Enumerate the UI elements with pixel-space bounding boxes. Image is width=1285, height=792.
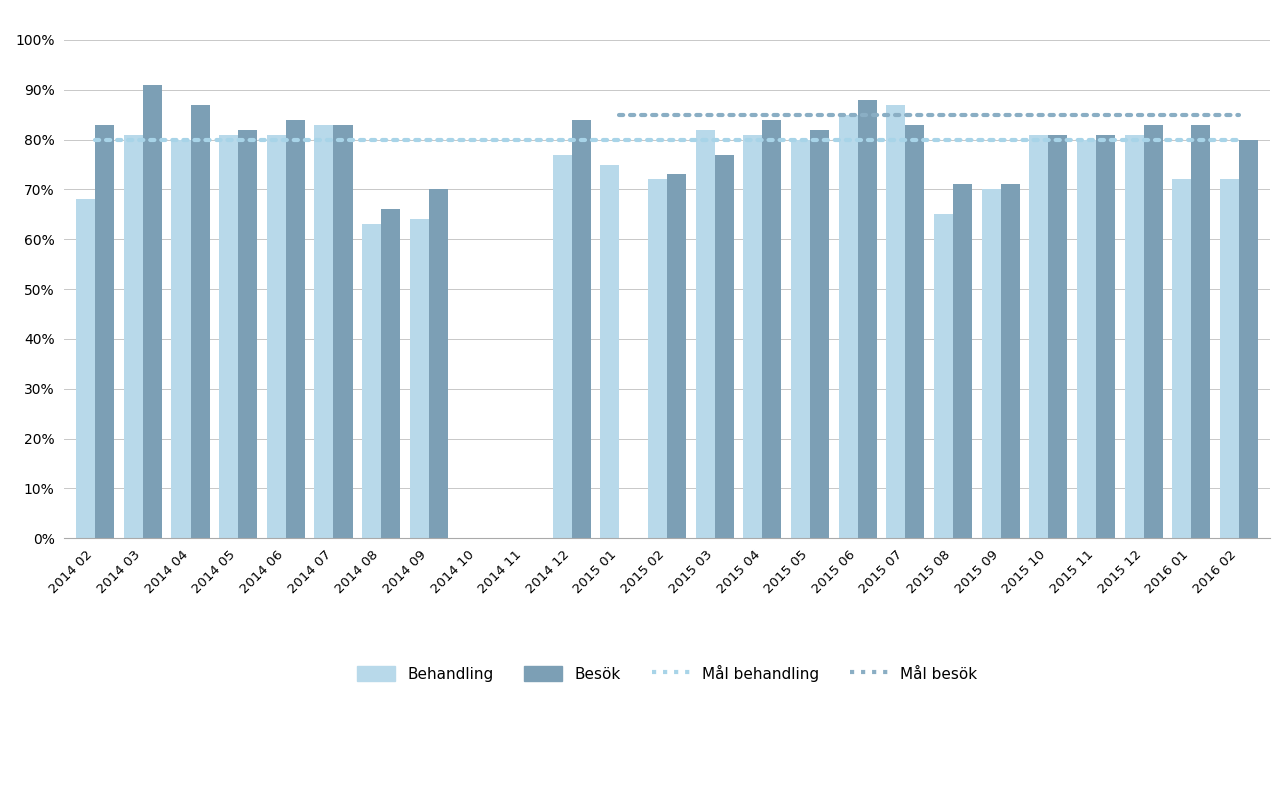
Bar bbox=[1172, 180, 1191, 539]
Bar bbox=[1049, 135, 1068, 539]
Bar bbox=[858, 100, 876, 539]
Bar bbox=[648, 180, 667, 539]
Bar bbox=[887, 105, 906, 539]
Bar bbox=[1191, 124, 1210, 539]
Bar bbox=[95, 124, 114, 539]
Bar bbox=[238, 130, 257, 539]
Bar bbox=[143, 85, 162, 539]
Bar bbox=[553, 154, 572, 539]
Bar bbox=[334, 124, 352, 539]
Bar bbox=[1144, 124, 1163, 539]
Bar bbox=[382, 209, 400, 539]
Bar bbox=[285, 120, 305, 539]
Bar bbox=[810, 130, 829, 539]
Bar bbox=[1001, 185, 1020, 539]
Bar bbox=[220, 135, 238, 539]
Bar bbox=[1029, 135, 1049, 539]
Bar bbox=[982, 189, 1001, 539]
Bar bbox=[410, 219, 429, 539]
Bar bbox=[953, 185, 973, 539]
Bar bbox=[572, 120, 591, 539]
Bar bbox=[695, 130, 714, 539]
Bar bbox=[906, 124, 924, 539]
Bar bbox=[123, 135, 143, 539]
Bar bbox=[362, 224, 382, 539]
Bar bbox=[1124, 135, 1144, 539]
Legend: Behandling, Besök, Mål behandling, Mål besök: Behandling, Besök, Mål behandling, Mål b… bbox=[351, 658, 983, 687]
Bar bbox=[600, 165, 619, 539]
Bar bbox=[743, 135, 762, 539]
Bar bbox=[762, 120, 781, 539]
Bar bbox=[792, 139, 810, 539]
Bar bbox=[315, 124, 334, 539]
Bar bbox=[667, 174, 686, 539]
Bar bbox=[76, 200, 95, 539]
Bar bbox=[714, 154, 734, 539]
Bar bbox=[190, 105, 209, 539]
Bar bbox=[429, 189, 448, 539]
Bar bbox=[1077, 139, 1096, 539]
Bar bbox=[839, 115, 858, 539]
Bar bbox=[267, 135, 285, 539]
Bar bbox=[1096, 135, 1115, 539]
Bar bbox=[171, 139, 190, 539]
Bar bbox=[934, 215, 953, 539]
Bar bbox=[1219, 180, 1239, 539]
Bar bbox=[1239, 139, 1258, 539]
